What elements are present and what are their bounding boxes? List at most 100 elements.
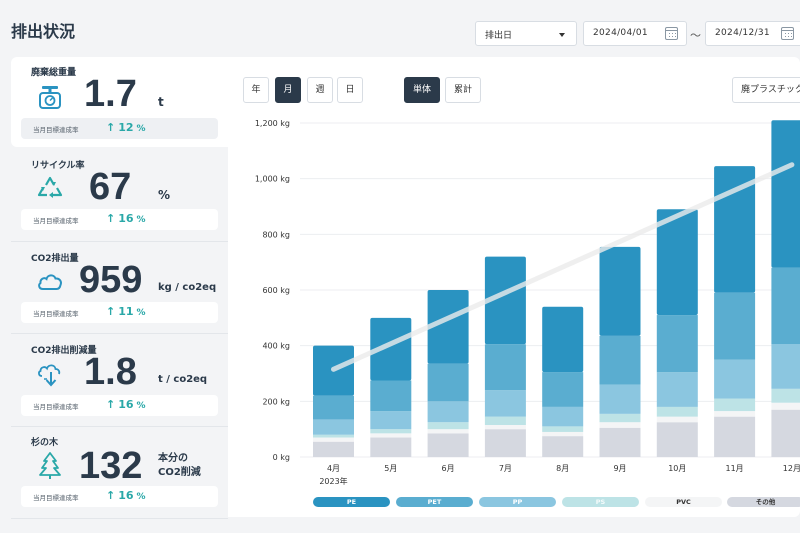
kpi-label: 廃棄総重量 bbox=[31, 68, 77, 78]
bar-segment-PVC bbox=[542, 431, 584, 437]
x-tick-label: 9月 bbox=[613, 464, 626, 473]
kpi-rate-value: ↑ 16% bbox=[106, 398, 146, 411]
bar-segment-PVC bbox=[599, 422, 641, 428]
legend-item-PS[interactable]: PS bbox=[562, 497, 639, 507]
chart-card: 年 月 週 日 単体 累計 廃プラスチック 0 kg 200 kg 400 kg 60… bbox=[228, 57, 800, 517]
kpi-unit: % bbox=[158, 188, 171, 202]
chevron-down-icon bbox=[559, 33, 565, 37]
kpi-rate-value: ↑ 16% bbox=[106, 489, 146, 502]
bar-segment-PP bbox=[427, 401, 469, 423]
bar-segment-PE bbox=[771, 120, 800, 268]
mode-button-cumulative[interactable]: 累計 bbox=[445, 77, 481, 103]
kpi-rate-label: 当月目標達成率 bbox=[33, 126, 79, 134]
date-range-separator: ～ bbox=[690, 29, 701, 42]
kpi-rate-value: ↑ 16% bbox=[106, 212, 146, 225]
bar-segment-PET bbox=[714, 292, 756, 360]
bar-segment-その他 bbox=[714, 416, 756, 457]
bar-segment-PVC bbox=[656, 416, 698, 423]
kpi-rate-label: 当月目標達成率 bbox=[33, 403, 79, 411]
period-button-day[interactable]: 日 bbox=[337, 77, 363, 103]
bar-segment-その他 bbox=[656, 422, 698, 457]
kpi-label: リサイクル率 bbox=[31, 161, 85, 171]
bar-segment-PE bbox=[370, 317, 412, 381]
y-tick-label: 0 kg bbox=[273, 453, 290, 462]
cloud-down-icon bbox=[38, 364, 61, 387]
period-button-month[interactable]: 月 bbox=[275, 77, 301, 103]
bar-segment-PE bbox=[427, 290, 469, 364]
legend-item-PE[interactable]: PE bbox=[313, 497, 390, 507]
bar-segment-PVC bbox=[313, 437, 354, 442]
kpi-rate-box: 当月目標達成率 ↑ 16% bbox=[21, 486, 218, 507]
x-year-label: 2023年 bbox=[319, 476, 347, 486]
kpi-card-co2-emission: CO2排出量 959 kg / co2eq 当月目標達成率 ↑ 11% bbox=[11, 241, 228, 333]
kpi-rate-box: 当月目標達成率 ↑ 16% bbox=[21, 395, 218, 416]
y-tick-label: 400 kg bbox=[262, 342, 290, 351]
kpi-card-co2-reduction: CO2排出削減量 1.8 t / co2eq 当月目標達成率 ↑ 16% bbox=[11, 333, 228, 425]
kpi-rate-value: ↑ 11% bbox=[106, 305, 146, 318]
kpi-rate-box: 当月目標達成率 ↑ 12% bbox=[21, 118, 218, 139]
x-tick-label: 7月 bbox=[499, 464, 512, 473]
bar-segment-PP bbox=[542, 406, 584, 427]
bar-segment-PS bbox=[370, 429, 412, 434]
legend-item-PP[interactable]: PP bbox=[479, 497, 556, 507]
page-title: 排出状況 bbox=[11, 22, 76, 41]
period-button-year[interactable]: 年 bbox=[243, 77, 269, 103]
y-tick-label: 200 kg bbox=[262, 397, 290, 406]
material-select[interactable]: 廃プラスチック bbox=[732, 77, 800, 103]
bar-segment-PS bbox=[427, 422, 469, 430]
period-button-week[interactable]: 週 bbox=[307, 77, 333, 103]
kpi-label: 杉の木 bbox=[31, 438, 59, 448]
arrow-up-icon: ↑ bbox=[106, 398, 116, 411]
kpi-value: 67 bbox=[89, 166, 132, 208]
bar-segment-その他 bbox=[599, 427, 641, 457]
kpi-label: CO2排出削減量 bbox=[31, 346, 97, 356]
bar-segment-PE bbox=[714, 166, 756, 293]
bar-segment-PP bbox=[714, 359, 756, 399]
x-tick-label: 5月 bbox=[384, 464, 397, 473]
bar-segment-その他 bbox=[427, 433, 469, 457]
bar-segment-その他 bbox=[542, 436, 584, 457]
bar-segment-その他 bbox=[484, 429, 526, 457]
end-date-input[interactable]: 2024/12/31 bbox=[705, 21, 800, 46]
legend-item-PVC[interactable]: PVC bbox=[645, 497, 722, 507]
kpi-unit: 本分の CO2削減 bbox=[158, 452, 201, 479]
kpi-panel: 廃棄総重量 1.7 t 当月目標達成率 ↑ 12% リサイクル率 bbox=[11, 57, 228, 533]
kpi-unit: t bbox=[158, 95, 164, 109]
x-tick-label: 12月 bbox=[783, 464, 800, 473]
x-tick-label: 8月 bbox=[556, 464, 569, 473]
bar-segment-PP bbox=[313, 419, 354, 435]
legend-item-PET[interactable]: PET bbox=[396, 497, 473, 507]
y-tick-label: 600 kg bbox=[262, 286, 290, 295]
bar-segment-PVC bbox=[370, 433, 412, 438]
arrow-up-icon: ↑ bbox=[106, 121, 116, 134]
kpi-unit-line: 本分の bbox=[158, 453, 188, 464]
y-tick-label: 800 kg bbox=[262, 230, 290, 239]
bar-segment-PS bbox=[599, 413, 641, 423]
bar-segment-PS bbox=[714, 398, 756, 412]
y-tick-label: 1,200 kg bbox=[255, 119, 290, 128]
cloud-icon bbox=[38, 274, 62, 290]
arrow-up-icon: ↑ bbox=[106, 489, 116, 502]
legend-item-その他[interactable]: その他 bbox=[727, 497, 800, 507]
y-tick-label: 1,000 kg bbox=[255, 175, 290, 184]
calendar-icon[interactable] bbox=[781, 27, 794, 40]
divider bbox=[11, 518, 228, 519]
start-date-input[interactable]: 2024/04/01 bbox=[583, 21, 687, 46]
bar-segment-PS bbox=[656, 406, 698, 417]
kpi-card-recycle-rate: リサイクル率 67 % 当月目標達成率 ↑ 16% bbox=[11, 147, 228, 239]
kpi-rate-label: 当月目標達成率 bbox=[33, 310, 79, 318]
bar-segment-PVC bbox=[714, 411, 756, 417]
bar-segment-PE bbox=[542, 306, 584, 373]
kpi-card-cedar-trees: 杉の木 132 本分の CO2削減 当月目標達成率 ↑ 16% bbox=[11, 426, 228, 518]
date-type-select[interactable]: 排出日 bbox=[475, 21, 577, 46]
mode-button-single[interactable]: 単体 bbox=[404, 77, 440, 103]
divider bbox=[11, 333, 228, 334]
kpi-value: 132 bbox=[79, 445, 143, 487]
bar-segment-PE bbox=[484, 256, 526, 345]
bar-segment-PE bbox=[656, 209, 698, 316]
bar-segment-PET bbox=[313, 395, 354, 420]
end-date-value: 2024/12/31 bbox=[715, 28, 770, 38]
calendar-icon[interactable] bbox=[665, 27, 678, 40]
bar-segment-PVC bbox=[484, 424, 526, 430]
kpi-rate-label: 当月目標達成率 bbox=[33, 217, 79, 225]
